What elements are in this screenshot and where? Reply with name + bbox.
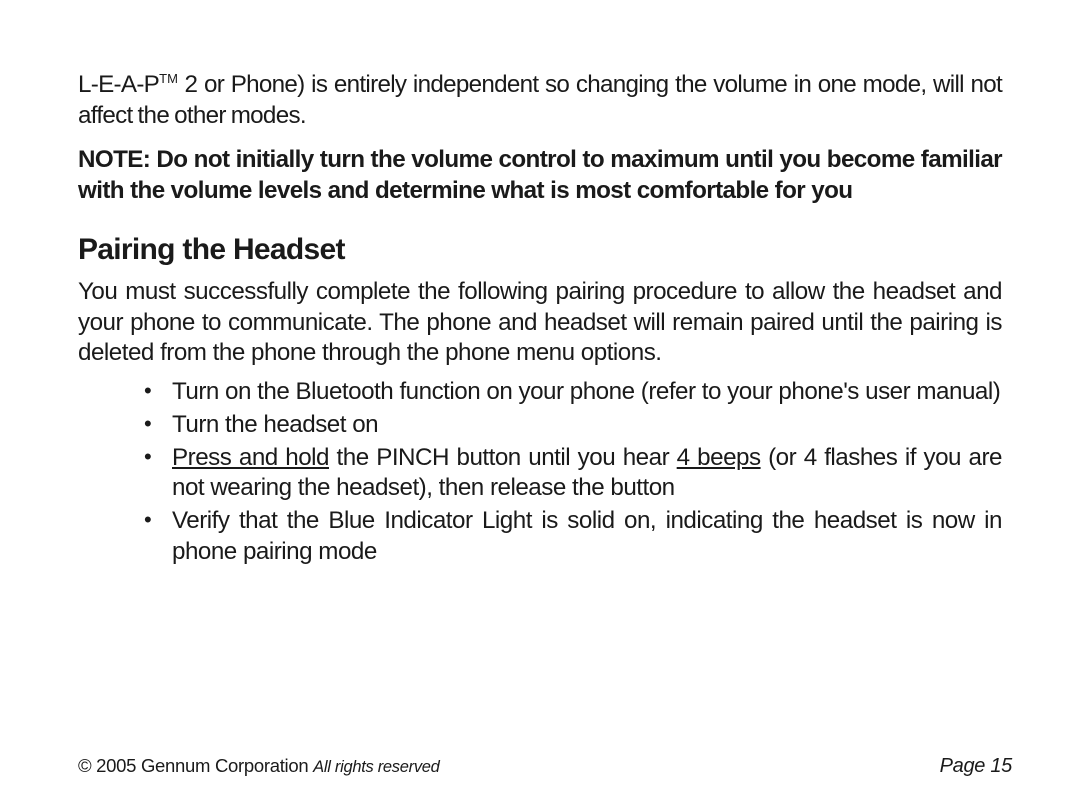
footer-left: © 2005 Gennum Corporation All rights res… (78, 755, 440, 777)
trademark-symbol: TM (159, 71, 178, 86)
bullet-text-part: Turn on the Bluetooth function on your p… (172, 378, 1000, 405)
page-footer: © 2005 Gennum Corporation All rights res… (78, 755, 1012, 778)
list-item: Press and hold the PINCH button until yo… (144, 443, 1002, 504)
list-item: Verify that the Blue Indicator Light is … (144, 506, 1002, 567)
section-heading: Pairing the Headset (78, 233, 1002, 267)
note-paragraph: NOTE: Do not initially turn the volume c… (78, 145, 1002, 206)
list-item: Turn the headset on (144, 410, 1002, 441)
bullet-text-part: Verify that the Blue Indicator Light is … (172, 507, 1002, 565)
rights-text: All rights reserved (313, 758, 439, 776)
bullet-text-part: Press and hold (172, 444, 329, 471)
bullet-text-part: 4 beeps (677, 444, 761, 471)
page-number: Page 15 (940, 755, 1012, 778)
pairing-paragraph: You must successfully complete the follo… (78, 277, 1002, 369)
bullet-list: Turn on the Bluetooth function on your p… (78, 377, 1002, 567)
intro-paragraph: L-E-A-PTM 2 or Phone) is entirely indepe… (78, 70, 1002, 131)
bullet-text-part: Turn the headset on (172, 411, 378, 438)
leap-brand: L-E-A-P (78, 71, 159, 98)
copyright-text: © 2005 Gennum Corporation (78, 755, 308, 776)
list-item: Turn on the Bluetooth function on your p… (144, 377, 1002, 408)
intro-rest: 2 or Phone) is entirely independent so c… (78, 71, 1002, 129)
bullet-text-part: the PINCH button until you hear (329, 444, 677, 471)
document-page: L-E-A-PTM 2 or Phone) is entirely indepe… (0, 0, 1080, 810)
